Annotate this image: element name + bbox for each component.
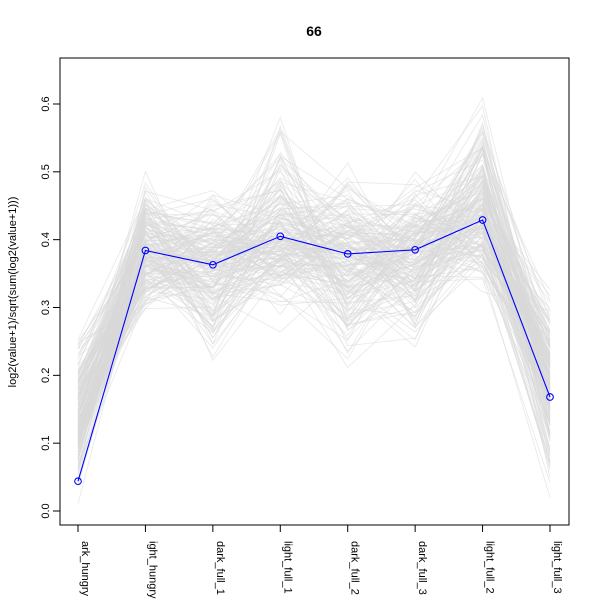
background-series-line [77,195,551,468]
background-series-line [77,199,551,439]
highlight-series-point [546,393,554,401]
y-tick-label: 0.1 [40,436,52,451]
x-tick-label: dark_full_2 [349,541,361,595]
highlight-series-point [478,216,487,224]
highlight-series-point [411,245,419,254]
background-series-group [77,96,551,504]
background-series-line [77,225,551,410]
background-series-line [77,167,551,400]
background-series-line [77,207,551,355]
x-tick-label: dark_full_3 [416,541,428,595]
background-series-line [77,104,551,410]
highlight-series-point [343,250,352,258]
background-series-line [77,171,551,439]
y-tick-label: 0.2 [40,368,52,383]
background-series-line [77,152,551,434]
background-series-line [77,146,551,386]
background-series-line [77,198,551,448]
x-tick-label: light_full_1 [281,541,293,594]
x-tick-label: ark_hungry [79,541,91,597]
background-series-line [77,96,551,371]
x-tick-label: ight_hungry [146,541,158,599]
y-tick-label: 0.4 [40,232,52,247]
background-series-line [77,179,551,416]
background-series-line [77,192,551,399]
y-tick-label: 0.5 [40,164,52,179]
background-series-line [77,190,551,425]
background-series-line [77,202,551,413]
background-series-line [77,159,551,397]
background-series-line [77,194,551,459]
y-tick-label: 0.3 [40,300,52,315]
x-tick-label: light_full_3 [551,541,563,594]
background-series-line [77,217,551,374]
x-tick-label: light_full_2 [484,541,496,594]
x-tick-label: dark_full_1 [214,541,226,595]
highlight-series-point [276,232,285,241]
background-series-line [77,121,551,421]
background-series-line [77,231,551,415]
y-tick-label: 0.6 [40,96,52,111]
background-series-line [77,146,551,415]
background-series-line [77,184,551,405]
highlight-series-point [74,477,82,486]
background-series-line [77,150,551,438]
plot-frame [59,57,570,526]
chart-title: 66 [306,23,322,39]
background-series-line [77,227,551,420]
x-axis: ark_hungry ight_hungry dark_full_1 light_fu… [77,525,563,599]
background-series-line [77,214,551,444]
background-series-line [77,113,551,437]
background-series-line [77,140,551,433]
highlight-series-group [74,216,554,486]
highlight-series-line [77,219,551,482]
background-series-line [77,198,551,419]
background-series-line [77,127,551,378]
background-series-line [77,130,551,410]
y-tick-label: 0.0 [40,503,52,518]
y-axis: 0.0 0.1 0.2 0.3 0.4 0.5 0.6 [40,96,60,519]
background-series-line [77,138,551,398]
background-series-line [77,207,551,413]
background-series-line [77,153,551,392]
y-axis-label: log2(value+1)/sqrt(sum(log2(value+1))) [7,197,19,388]
highlight-series-point [141,246,150,255]
highlight-series-point [209,260,217,269]
background-series-line [77,198,551,404]
background-series-line [77,247,551,439]
background-series-line [77,240,551,391]
